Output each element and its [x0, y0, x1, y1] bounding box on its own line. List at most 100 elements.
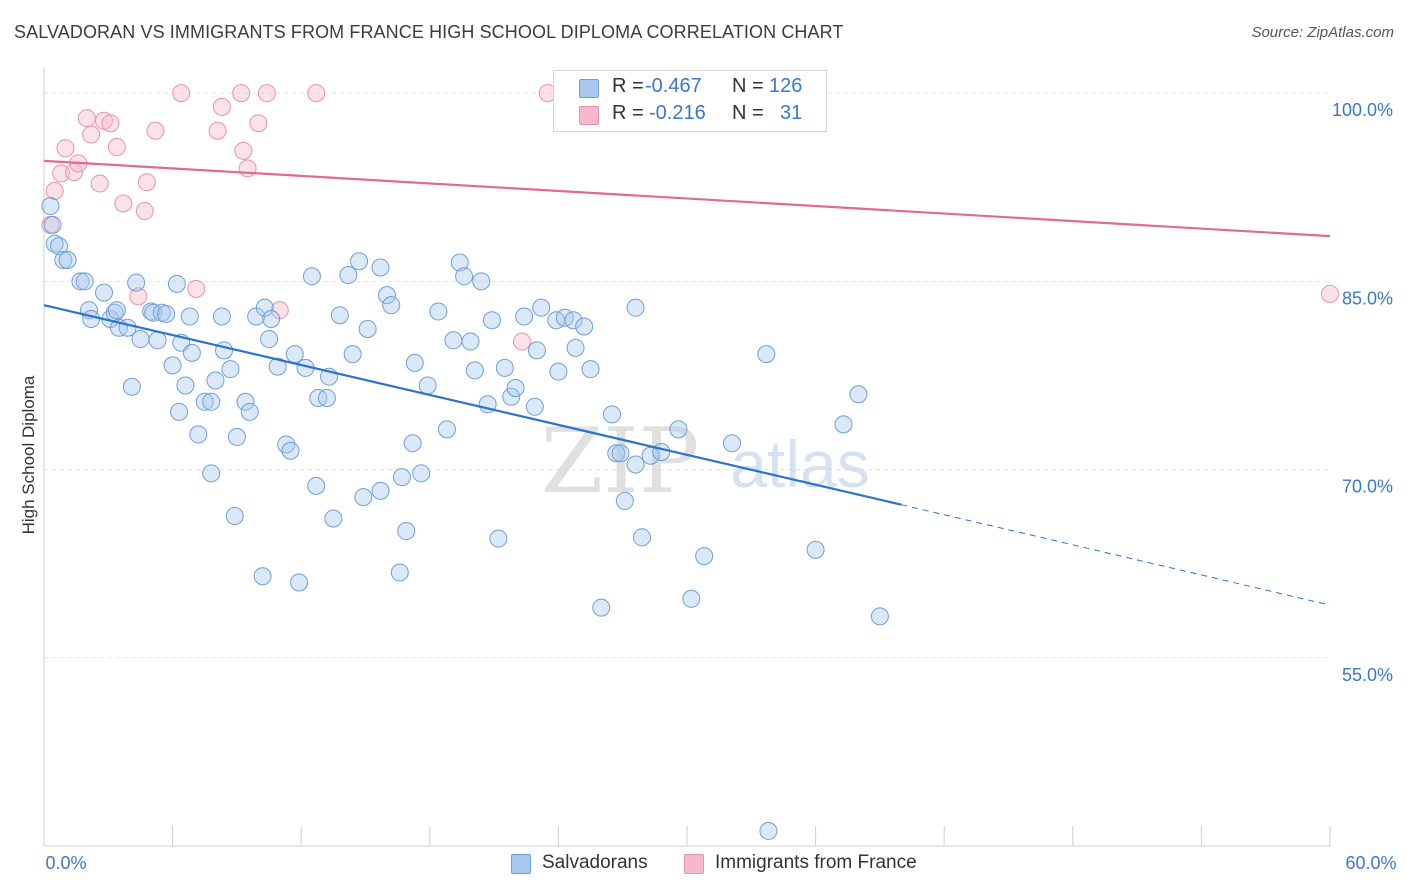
data-point	[281, 441, 300, 460]
data-point	[148, 331, 167, 350]
data-point	[461, 332, 480, 351]
data-point	[255, 298, 274, 317]
data-point	[615, 491, 634, 510]
chart-title: SALVADORAN VS IMMIGRANTS FROM FRANCE HIG…	[14, 22, 844, 42]
watermark-atlas: atlas	[730, 427, 869, 501]
source-credit: Source: ZipAtlas.com	[1251, 24, 1394, 41]
data-point	[392, 468, 411, 487]
trend-lines	[43, 159, 1331, 606]
data-point	[465, 361, 484, 380]
data-point	[343, 345, 362, 364]
data-point	[549, 362, 568, 381]
data-point	[307, 84, 326, 103]
data-point	[182, 343, 201, 362]
data-point	[525, 397, 544, 416]
data-point	[382, 296, 401, 315]
data-point	[262, 309, 281, 328]
data-point	[170, 402, 189, 421]
data-point	[290, 573, 309, 592]
data-point	[176, 376, 195, 395]
data-point	[759, 821, 778, 840]
data-point	[437, 420, 456, 439]
data-point	[806, 540, 825, 559]
series-legend: Salvadorans Immigrants from France	[0, 852, 1406, 876]
legend-r-value: -0.216	[649, 102, 706, 124]
data-point	[626, 455, 645, 474]
data-point	[482, 311, 501, 330]
legend-label-france: Immigrants from France	[715, 852, 917, 873]
data-point	[41, 197, 60, 216]
data-point	[114, 194, 133, 213]
data-point	[187, 279, 206, 298]
data-point	[77, 109, 96, 128]
data-point	[444, 331, 463, 350]
data-point	[208, 121, 227, 140]
legend-swatch-salvadorans	[511, 854, 531, 874]
data-point	[135, 202, 154, 221]
trend-line-salvadorans	[43, 304, 902, 506]
data-point	[377, 286, 396, 305]
data-point	[240, 402, 259, 421]
data-point	[695, 547, 714, 566]
data-point	[101, 114, 120, 133]
data-point	[71, 272, 90, 291]
y-tick-label: 55.0%	[1342, 665, 1393, 685]
data-point	[232, 84, 251, 103]
data-point	[669, 420, 688, 439]
data-point	[221, 360, 240, 379]
data-point	[403, 434, 422, 453]
data-point	[506, 378, 525, 397]
data-point	[268, 357, 287, 376]
data-point	[682, 589, 701, 608]
data-point	[330, 306, 349, 325]
data-point	[107, 138, 126, 157]
data-point	[354, 488, 373, 507]
data-point	[56, 139, 75, 158]
data-point	[163, 356, 182, 375]
data-point	[52, 164, 71, 183]
data-point	[195, 392, 214, 411]
data-point	[137, 173, 156, 192]
y-axis-label: High School Diploma	[19, 375, 38, 534]
trend-extension-salvadorans	[901, 504, 1331, 606]
data-point	[131, 330, 150, 349]
data-point	[317, 389, 336, 408]
data-point	[129, 287, 148, 306]
data-point	[592, 598, 611, 617]
watermark: ZIP atlas	[541, 409, 870, 514]
data-point	[455, 267, 474, 286]
data-point	[405, 353, 424, 372]
data-point	[285, 345, 304, 364]
data-point	[515, 307, 534, 326]
data-point	[167, 274, 186, 293]
data-point	[257, 84, 276, 103]
data-point	[564, 311, 583, 330]
data-point	[215, 341, 234, 360]
data-point	[58, 250, 77, 269]
data-point	[371, 481, 390, 500]
data-point	[54, 250, 73, 269]
data-point	[90, 174, 109, 193]
data-point	[202, 392, 221, 411]
data-point	[253, 567, 272, 586]
data-point	[632, 528, 651, 547]
data-point	[371, 258, 390, 277]
data-point	[206, 371, 225, 390]
data-point	[418, 376, 437, 395]
data-point	[202, 464, 221, 483]
correlation-legend: R = -0.467 N = 126 R = -0.216 N = 31	[553, 70, 827, 132]
data-point	[1321, 284, 1339, 303]
data-point	[227, 427, 246, 446]
data-point	[172, 84, 191, 103]
data-point	[607, 444, 626, 463]
data-point	[107, 301, 126, 320]
data-point	[472, 272, 491, 291]
data-point	[212, 307, 231, 326]
data-point	[350, 252, 369, 271]
legend-row-salvadorans: R = -0.467 N = 126	[554, 75, 826, 101]
legend-r-value: -0.467	[645, 75, 702, 97]
data-point	[302, 267, 321, 286]
data-point	[43, 215, 62, 234]
legend-r-label: R =	[612, 102, 644, 124]
